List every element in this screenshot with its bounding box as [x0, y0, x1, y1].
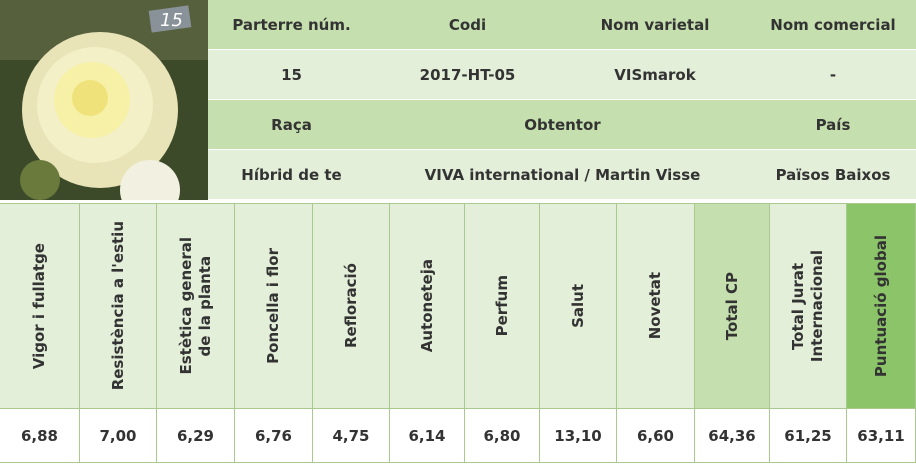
svg-text:15: 15 [160, 10, 183, 31]
score-header-text: Novetat [646, 272, 665, 339]
score-header: Autoneteja [390, 203, 465, 408]
score-header: Novetat [617, 203, 695, 408]
info-value: 15 [281, 65, 302, 84]
score-header: Refloració [313, 203, 390, 408]
header-line: Perfum [492, 275, 511, 337]
info-header: Codi [448, 15, 487, 34]
score-value: 6,29 [157, 408, 235, 463]
score-header: Estètica general de la planta [157, 203, 235, 408]
header-line: Vigor i fullatge [30, 242, 48, 370]
info-value: Híbrid de te [241, 165, 342, 184]
info-header: Nom comercial [770, 15, 896, 34]
score-value: 64,36 [695, 408, 770, 463]
info-value: VIVA international / Martin Visse [424, 165, 701, 184]
header-line: Total CP [722, 271, 741, 341]
header-line: Estètica general [176, 237, 195, 375]
score-header-text: Estètica general de la planta [177, 237, 215, 375]
score-value: 7,00 [80, 408, 157, 463]
score-header-text: Autoneteja [418, 259, 437, 352]
row-bg [208, 100, 916, 149]
header-line: Autoneteja [417, 259, 436, 353]
row-bg [208, 0, 916, 49]
header-line: Internacional [808, 249, 826, 363]
score-header-text: Total Jurat Internacional [789, 250, 827, 362]
score-header-text: Total CP [723, 272, 742, 340]
score-header: Total Jurat Internacional [770, 203, 847, 408]
info-header: País [815, 115, 851, 134]
score-value: 6,14 [390, 408, 465, 463]
info-value: - [829, 65, 837, 84]
info-value: Països Baixos [775, 165, 891, 184]
score-value: 4,75 [313, 408, 390, 463]
score-header-text: Resistència a l'estiu [109, 221, 128, 390]
header-line: Refloració [341, 263, 360, 349]
score-header: Salut [540, 203, 617, 408]
score-value: 6,80 [465, 408, 540, 463]
score-header-text: Vigor i fullatge [30, 243, 49, 369]
header-line: Poncella i flor [264, 248, 282, 364]
header-line: Salut [568, 284, 587, 328]
row-bg [208, 150, 916, 199]
score-header: Resistència a l'estiu [80, 203, 157, 408]
info-header: Obtentor [524, 115, 601, 134]
header-line: Resistència a l'estiu [108, 221, 127, 391]
score-header-text: Refloració [342, 263, 361, 348]
info-header: Raça [271, 115, 312, 134]
score-header: Puntuació global [847, 203, 916, 408]
score-header-text: Poncella i flor [264, 248, 283, 364]
info-header: Parterre núm. [232, 15, 351, 34]
score-value: 13,10 [540, 408, 617, 463]
score-value: 61,25 [770, 408, 847, 463]
header-line: Novetat [646, 272, 664, 340]
score-header-text: Puntuació global [872, 235, 891, 377]
score-value: 6,60 [617, 408, 695, 463]
rose-photo: 15 [0, 0, 208, 200]
score-header-text: Perfum [493, 275, 512, 336]
info-header: Nom varietal [600, 15, 710, 34]
score-value: 6,88 [0, 408, 80, 463]
header-line: de la planta [195, 255, 214, 357]
score-header: Vigor i fullatge [0, 203, 80, 408]
score-header-text: Salut [569, 284, 588, 328]
header-line: Total Jurat [789, 262, 807, 350]
score-value: 6,76 [235, 408, 313, 463]
info-value: VISmarok [614, 65, 696, 84]
score-header: Total CP [695, 203, 770, 408]
score-value: 63,11 [847, 408, 916, 463]
row-bg [208, 50, 916, 99]
header-line: Puntuació global [871, 234, 890, 378]
info-value: 2017-HT-05 [419, 65, 516, 84]
score-header: Poncella i flor [235, 203, 313, 408]
score-header: Perfum [465, 203, 540, 408]
